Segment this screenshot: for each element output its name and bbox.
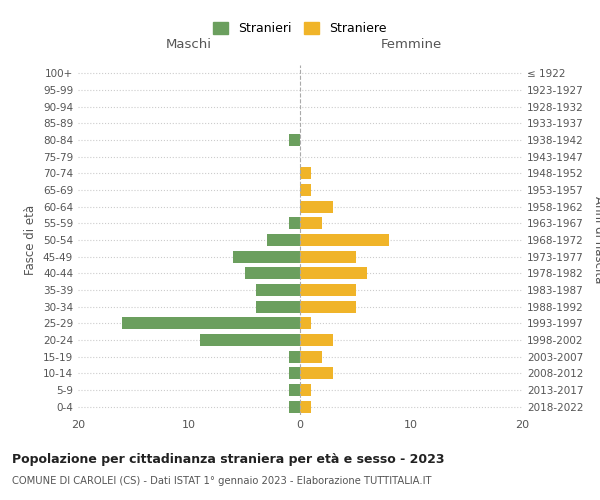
Text: COMUNE DI CAROLEI (CS) - Dati ISTAT 1° gennaio 2023 - Elaborazione TUTTITALIA.IT: COMUNE DI CAROLEI (CS) - Dati ISTAT 1° g… — [12, 476, 431, 486]
Bar — [233, 250, 300, 262]
Bar — [300, 234, 389, 246]
Bar — [300, 168, 311, 179]
Bar — [256, 284, 300, 296]
Y-axis label: Anni di nascita: Anni di nascita — [592, 196, 600, 284]
Bar — [300, 184, 311, 196]
Text: Maschi: Maschi — [166, 38, 212, 51]
Bar — [300, 400, 311, 412]
Bar — [300, 350, 322, 362]
Bar — [300, 250, 355, 262]
Text: Popolazione per cittadinanza straniera per età e sesso - 2023: Popolazione per cittadinanza straniera p… — [12, 452, 445, 466]
Bar — [300, 268, 367, 280]
Bar — [266, 234, 300, 246]
Bar — [300, 368, 334, 380]
Bar — [289, 400, 300, 412]
Bar — [300, 200, 334, 212]
Y-axis label: Fasce di età: Fasce di età — [25, 205, 37, 275]
Bar — [289, 368, 300, 380]
Legend: Stranieri, Straniere: Stranieri, Straniere — [213, 22, 387, 36]
Bar — [300, 334, 334, 346]
Bar — [256, 300, 300, 312]
Bar — [300, 300, 355, 312]
Bar — [300, 384, 311, 396]
Bar — [245, 268, 300, 280]
Bar — [289, 384, 300, 396]
Bar — [289, 350, 300, 362]
Bar — [289, 134, 300, 146]
Bar — [200, 334, 300, 346]
Bar — [289, 218, 300, 230]
Bar — [300, 318, 311, 330]
Bar — [300, 284, 355, 296]
Text: Femmine: Femmine — [380, 38, 442, 51]
Bar — [300, 218, 322, 230]
Bar — [122, 318, 300, 330]
